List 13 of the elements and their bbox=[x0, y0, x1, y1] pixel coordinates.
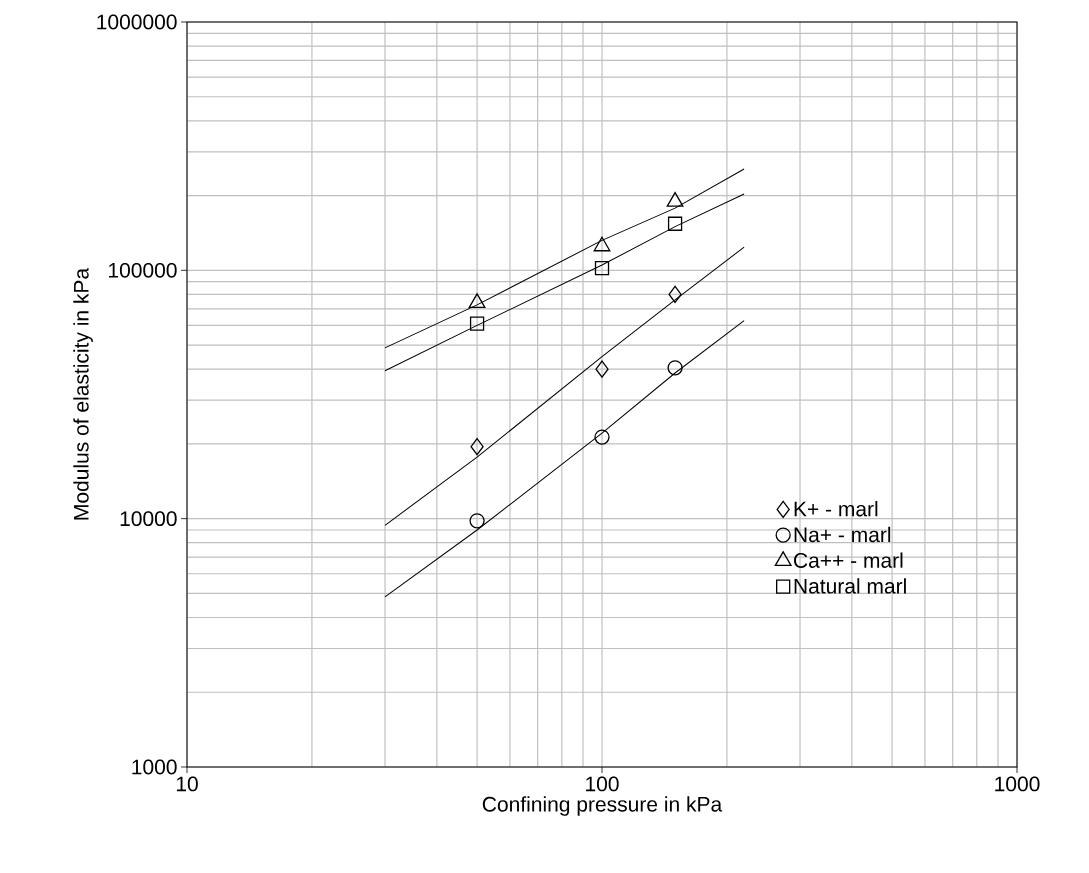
y-tick-label: 10000 bbox=[120, 511, 177, 527]
x-axis-title: Confining pressure in kPa bbox=[482, 796, 723, 816]
legend-label: K+ - marl bbox=[794, 501, 878, 517]
x-tick-label: 10 bbox=[176, 776, 198, 792]
legend-label: Natural marl bbox=[794, 578, 906, 594]
x-tick-label: 1000 bbox=[995, 776, 1040, 792]
legend-label: Na+ - marl bbox=[794, 526, 891, 543]
y-tick-label: 1000 bbox=[132, 759, 177, 775]
y-axis-title: Modulus of elasticity in kPa bbox=[73, 267, 93, 520]
y-tick-label: 1000000 bbox=[97, 14, 177, 30]
y-tick-label: 100000 bbox=[109, 262, 177, 278]
legend-label: Ca++ - marl bbox=[794, 552, 903, 568]
x-tick-label: 100 bbox=[586, 776, 619, 792]
